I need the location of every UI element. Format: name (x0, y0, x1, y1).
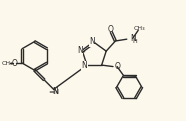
Text: =N: =N (49, 90, 60, 95)
Text: N: N (77, 46, 83, 55)
Text: N: N (130, 34, 136, 43)
Text: '': '' (83, 51, 86, 56)
Text: CH₃: CH₃ (134, 26, 145, 31)
Text: O: O (115, 62, 121, 71)
Text: O: O (12, 59, 17, 68)
Text: N: N (89, 37, 95, 46)
Text: CH₃: CH₃ (2, 61, 13, 66)
Text: H: H (132, 39, 137, 44)
Text: N: N (52, 87, 58, 96)
Text: O: O (108, 25, 113, 34)
Text: N: N (82, 61, 87, 70)
